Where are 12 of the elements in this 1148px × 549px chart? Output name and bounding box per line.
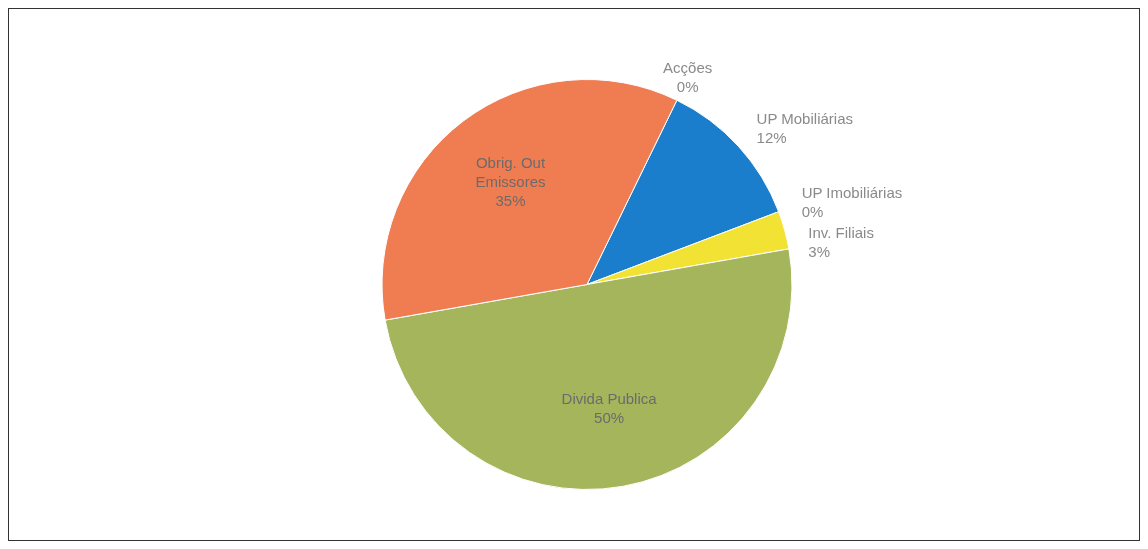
data-label: 12% xyxy=(756,129,787,147)
text: 0% xyxy=(801,202,824,220)
category-label: Acções xyxy=(663,58,713,76)
category-label: UP Imobiliárias xyxy=(801,183,903,201)
slice-label: UP Mobiliárias xyxy=(756,110,853,128)
data-label: 35% xyxy=(495,192,526,210)
slice-label: Obrig. Out Emissores xyxy=(475,154,546,191)
text: 0% xyxy=(676,77,699,95)
slice-label: Divida Publica xyxy=(561,390,658,408)
data-label: 3% xyxy=(808,242,831,260)
slice-label: Inv. Filiais xyxy=(808,223,874,241)
data-label: 50% xyxy=(594,409,625,427)
